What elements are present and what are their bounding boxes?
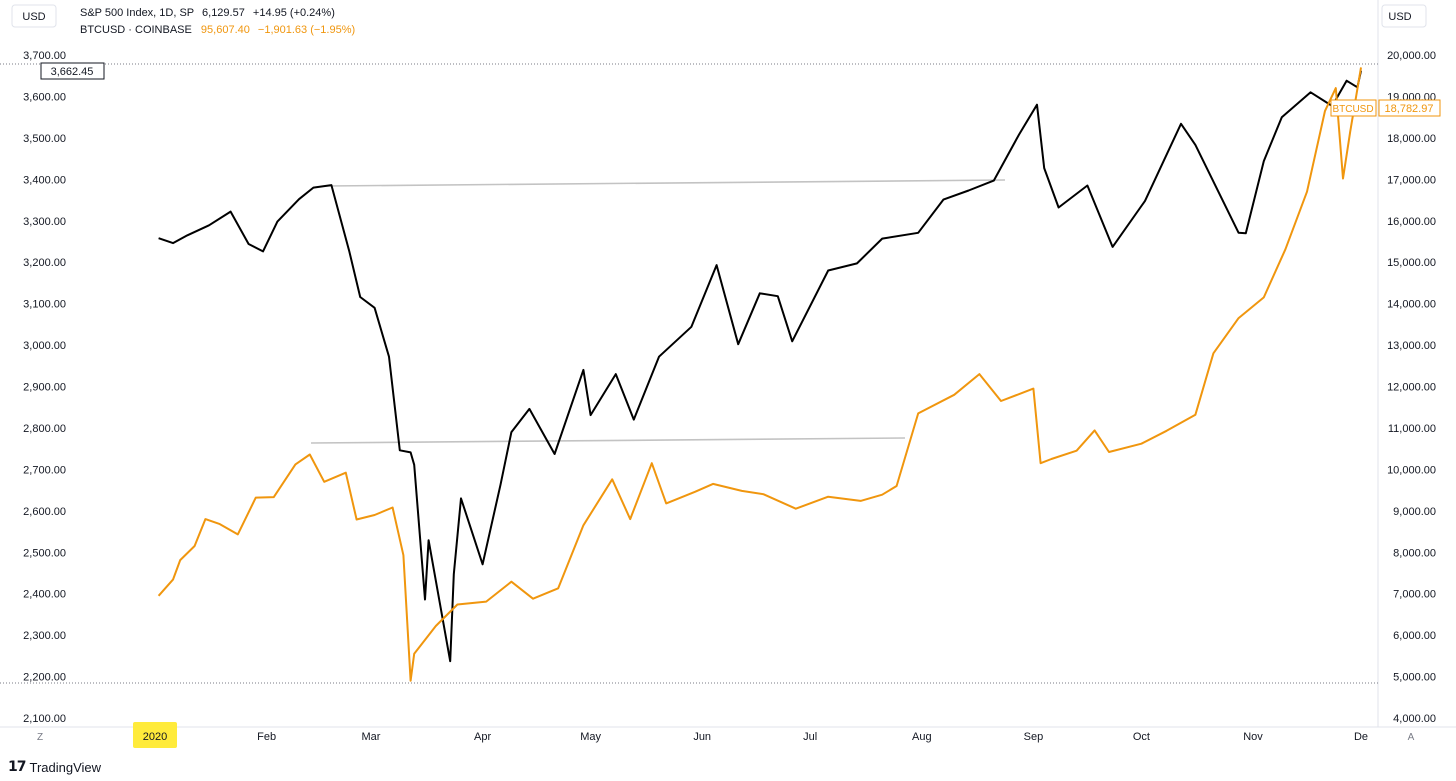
- time-axis-tick: May: [580, 731, 601, 743]
- btc-current-price-text: 18,782.97: [1385, 103, 1434, 115]
- auto-scale-label: A: [1408, 732, 1415, 743]
- tradingview-logo-icon: 17: [8, 759, 27, 775]
- time-axis-tick: Mar: [362, 731, 381, 743]
- left-currency-label: USD: [22, 11, 45, 23]
- right-axis-tick: 11,000.00: [1388, 423, 1436, 435]
- brand-name: TradingView: [29, 759, 102, 775]
- time-axis-tick: Apr: [474, 731, 491, 743]
- btc-legend-change: −1,901.63 (−1.95%): [258, 24, 355, 36]
- left-axis-tick: 3,200.00: [23, 257, 66, 269]
- right-axis-tick: 8,000.00: [1393, 547, 1436, 559]
- sp500-current-price-label: 3,662.45: [40, 62, 105, 80]
- right-axis-tick: 4,000.00: [1393, 713, 1436, 725]
- legend: USD USD S&P 500 Index, 1D, SP 6,129.57 +…: [11, 4, 1427, 36]
- left-axis-tick: 2,300.00: [23, 630, 66, 642]
- sp500-series-line[interactable]: [158, 70, 1362, 663]
- left-axis-tick: 2,100.00: [23, 713, 66, 725]
- time-axis-tick: Jul: [803, 731, 817, 743]
- left-axis-tick: 2,600.00: [23, 506, 66, 518]
- left-axis-tick: 3,500.00: [23, 133, 66, 145]
- btc-price-labels: BTCUSD 18,782.97: [1330, 99, 1441, 117]
- sp500-legend-change: +14.95 (+0.24%): [253, 7, 335, 19]
- btc-trend-line[interactable]: [310, 437, 906, 444]
- left-price-axis[interactable]: 3,700.00 3,600.00 3,500.00 3,400.00 3,300.00…: [23, 50, 66, 725]
- time-axis-tick: Feb: [257, 731, 276, 743]
- right-axis-tick: 10,000.00: [1387, 464, 1436, 476]
- auto-scale-button[interactable]: [1403, 728, 1419, 744]
- time-axis-tick: Aug: [912, 731, 932, 743]
- left-axis-tick: 3,300.00: [23, 216, 66, 228]
- left-axis-tick: 2,500.00: [23, 547, 66, 559]
- right-axis-tick: 17,000.00: [1387, 174, 1436, 186]
- btcusd-series-line[interactable]: [157, 67, 1362, 682]
- sp500-trend-line[interactable]: [325, 179, 1006, 187]
- time-axis[interactable]: 2020 Feb Mar Apr May Jun Jul Aug Sep Oct Nov De: [133, 722, 1368, 748]
- btc-legend-price: 95,607.40: [201, 24, 250, 36]
- sp500-current-price-text: 3,662.45: [51, 66, 94, 78]
- left-axis-tick: 3,000.00: [23, 340, 66, 352]
- left-axis-tick: 2,900.00: [23, 382, 66, 394]
- svg-text:S&P 500 Index, 1D, SP 6,: S&P 500 Index, 1D, SP 6,129.57 +14.95 (+…: [80, 7, 335, 19]
- left-axis-tick: 3,100.00: [23, 299, 66, 311]
- right-axis-tick: 12,000.00: [1387, 382, 1436, 394]
- right-axis-tick: 20,000.00: [1387, 50, 1436, 62]
- right-axis-tick: 6,000.00: [1393, 630, 1436, 642]
- right-axis-tick: 7,000.00: [1393, 589, 1436, 601]
- left-axis-tick: 2,200.00: [23, 672, 66, 684]
- right-axis-tick: 18,000.00: [1387, 133, 1436, 145]
- sp500-legend-name: S&P 500 Index, 1D, SP: [80, 7, 194, 19]
- right-currency-label: USD: [1388, 11, 1411, 23]
- time-axis-tick: Sep: [1024, 731, 1044, 743]
- time-axis-tick: Oct: [1133, 731, 1150, 743]
- right-axis-tick: 9,000.00: [1393, 506, 1436, 518]
- left-axis-tick: 2,800.00: [23, 423, 66, 435]
- right-axis-tick: 16,000.00: [1387, 216, 1436, 228]
- left-axis-tick: 3,400.00: [23, 174, 66, 186]
- time-axis-tick: Nov: [1243, 731, 1263, 743]
- zoom-z-label: Z: [37, 732, 43, 743]
- series-layer: [157, 67, 1362, 682]
- right-axis-tick: 13,000.00: [1387, 340, 1436, 352]
- right-price-axis[interactable]: 20,000.0019,000.0018,000.0017,000.0016,0…: [1387, 50, 1436, 725]
- left-axis-tick: 2,700.00: [23, 464, 66, 476]
- time-axis-tick: 2020: [143, 731, 167, 743]
- btc-badge-text: BTCUSD: [1332, 104, 1373, 115]
- left-axis-tick: 3,600.00: [23, 91, 66, 103]
- right-currency-box[interactable]: [1381, 4, 1427, 28]
- time-axis-tick: De: [1354, 731, 1368, 743]
- time-axis-tick: Jun: [693, 731, 711, 743]
- right-axis-tick: 15,000.00: [1387, 257, 1436, 269]
- svg-text:BTCUSD · COINBASE 95,607: BTCUSD · COINBASE 95,607.40 −1,901.63 (−…: [80, 24, 355, 36]
- footer[interactable]: 17 TradingView: [8, 757, 101, 777]
- btc-legend-name: BTCUSD · COINBASE: [80, 24, 192, 36]
- right-axis-tick: 14,000.00: [1387, 299, 1436, 311]
- right-axis-tick: 5,000.00: [1393, 672, 1436, 684]
- zoom-z-button[interactable]: [32, 728, 48, 744]
- highlighted-year-marker: [133, 722, 177, 748]
- left-axis-tick: 3,700.00: [23, 50, 66, 62]
- left-currency-box[interactable]: [11, 4, 57, 28]
- sp500-legend-price: 6,129.57: [202, 7, 245, 19]
- left-axis-tick: 2,400.00: [23, 589, 66, 601]
